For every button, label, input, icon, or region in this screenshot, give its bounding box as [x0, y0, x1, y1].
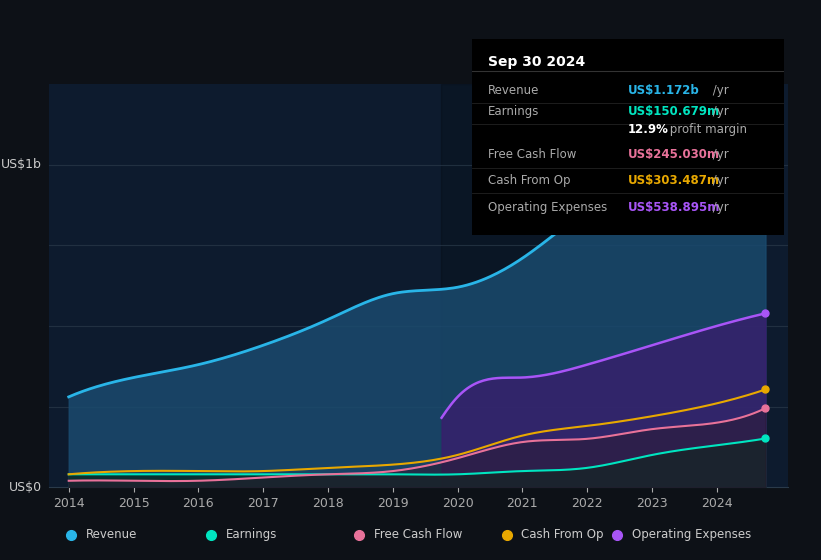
- Text: /yr: /yr: [709, 148, 729, 161]
- Text: Operating Expenses: Operating Expenses: [632, 528, 751, 542]
- Text: US$538.895m: US$538.895m: [628, 201, 721, 214]
- Text: Operating Expenses: Operating Expenses: [488, 201, 607, 214]
- Text: Cash From Op: Cash From Op: [521, 528, 603, 542]
- Text: Revenue: Revenue: [85, 528, 137, 542]
- Text: Free Cash Flow: Free Cash Flow: [488, 148, 576, 161]
- Text: Sep 30 2024: Sep 30 2024: [488, 55, 585, 69]
- Text: US$1b: US$1b: [1, 158, 42, 171]
- Text: 12.9%: 12.9%: [628, 123, 669, 136]
- Text: Earnings: Earnings: [226, 528, 277, 542]
- Text: US$303.487m: US$303.487m: [628, 174, 720, 187]
- Text: /yr: /yr: [709, 105, 729, 118]
- Bar: [442, 84, 765, 487]
- Text: Earnings: Earnings: [488, 105, 539, 118]
- Text: US$150.679m: US$150.679m: [628, 105, 720, 118]
- Text: /yr: /yr: [709, 174, 729, 187]
- Text: /yr: /yr: [709, 83, 729, 97]
- Text: Cash From Op: Cash From Op: [488, 174, 570, 187]
- Text: profit margin: profit margin: [666, 123, 746, 136]
- Text: /yr: /yr: [709, 201, 729, 214]
- Text: US$0: US$0: [9, 480, 42, 494]
- Text: US$1.172b: US$1.172b: [628, 83, 699, 97]
- Text: Revenue: Revenue: [488, 83, 539, 97]
- Text: US$245.030m: US$245.030m: [628, 148, 720, 161]
- Text: Free Cash Flow: Free Cash Flow: [374, 528, 462, 542]
